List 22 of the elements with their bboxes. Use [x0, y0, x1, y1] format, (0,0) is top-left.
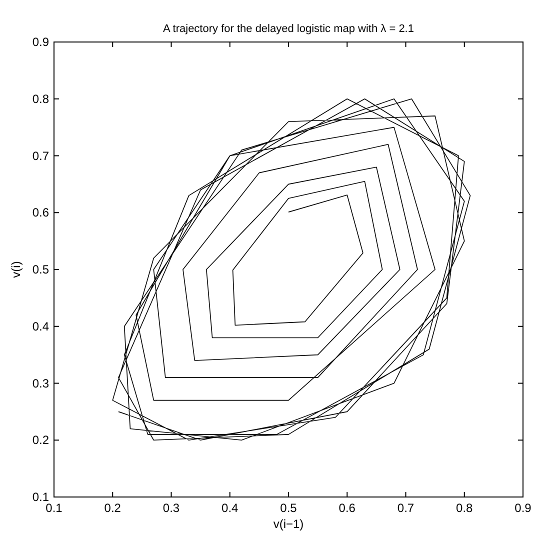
x-tick-label: 0.1 [46, 501, 63, 515]
y-axis-title: v(i) [9, 261, 23, 278]
y-tick-label: 0.2 [32, 433, 50, 448]
x-tick-label: 0.4 [222, 501, 239, 515]
y-tick-label: 0.1 [32, 490, 50, 504]
x-axis-title: v(i−1) [273, 517, 304, 531]
x-tick-label: 0.2 [104, 501, 122, 515]
y-tick-label: 0.6 [32, 206, 50, 220]
x-tick-label: 0.3 [162, 501, 180, 515]
x-tick-label: 0.7 [397, 501, 414, 515]
y-tick-label: 0.3 [32, 376, 50, 390]
x-tick-label: 0.9 [514, 501, 532, 515]
x-tick-label: 0.5 [280, 501, 298, 515]
x-tick-label: 0.8 [456, 501, 474, 515]
line-series [112, 98, 471, 441]
x-tick-label: 0.6 [338, 501, 356, 515]
y-tick-label: 0.5 [32, 262, 50, 276]
y-tick-label: 0.9 [32, 35, 50, 49]
y-tick-label: 0.8 [32, 92, 50, 106]
chart-title: A trajectory for the delayed logistic map with λ = 2.1 [163, 23, 414, 35]
y-tick-label: 0.7 [32, 148, 50, 163]
y-tick-label: 0.4 [32, 319, 50, 334]
